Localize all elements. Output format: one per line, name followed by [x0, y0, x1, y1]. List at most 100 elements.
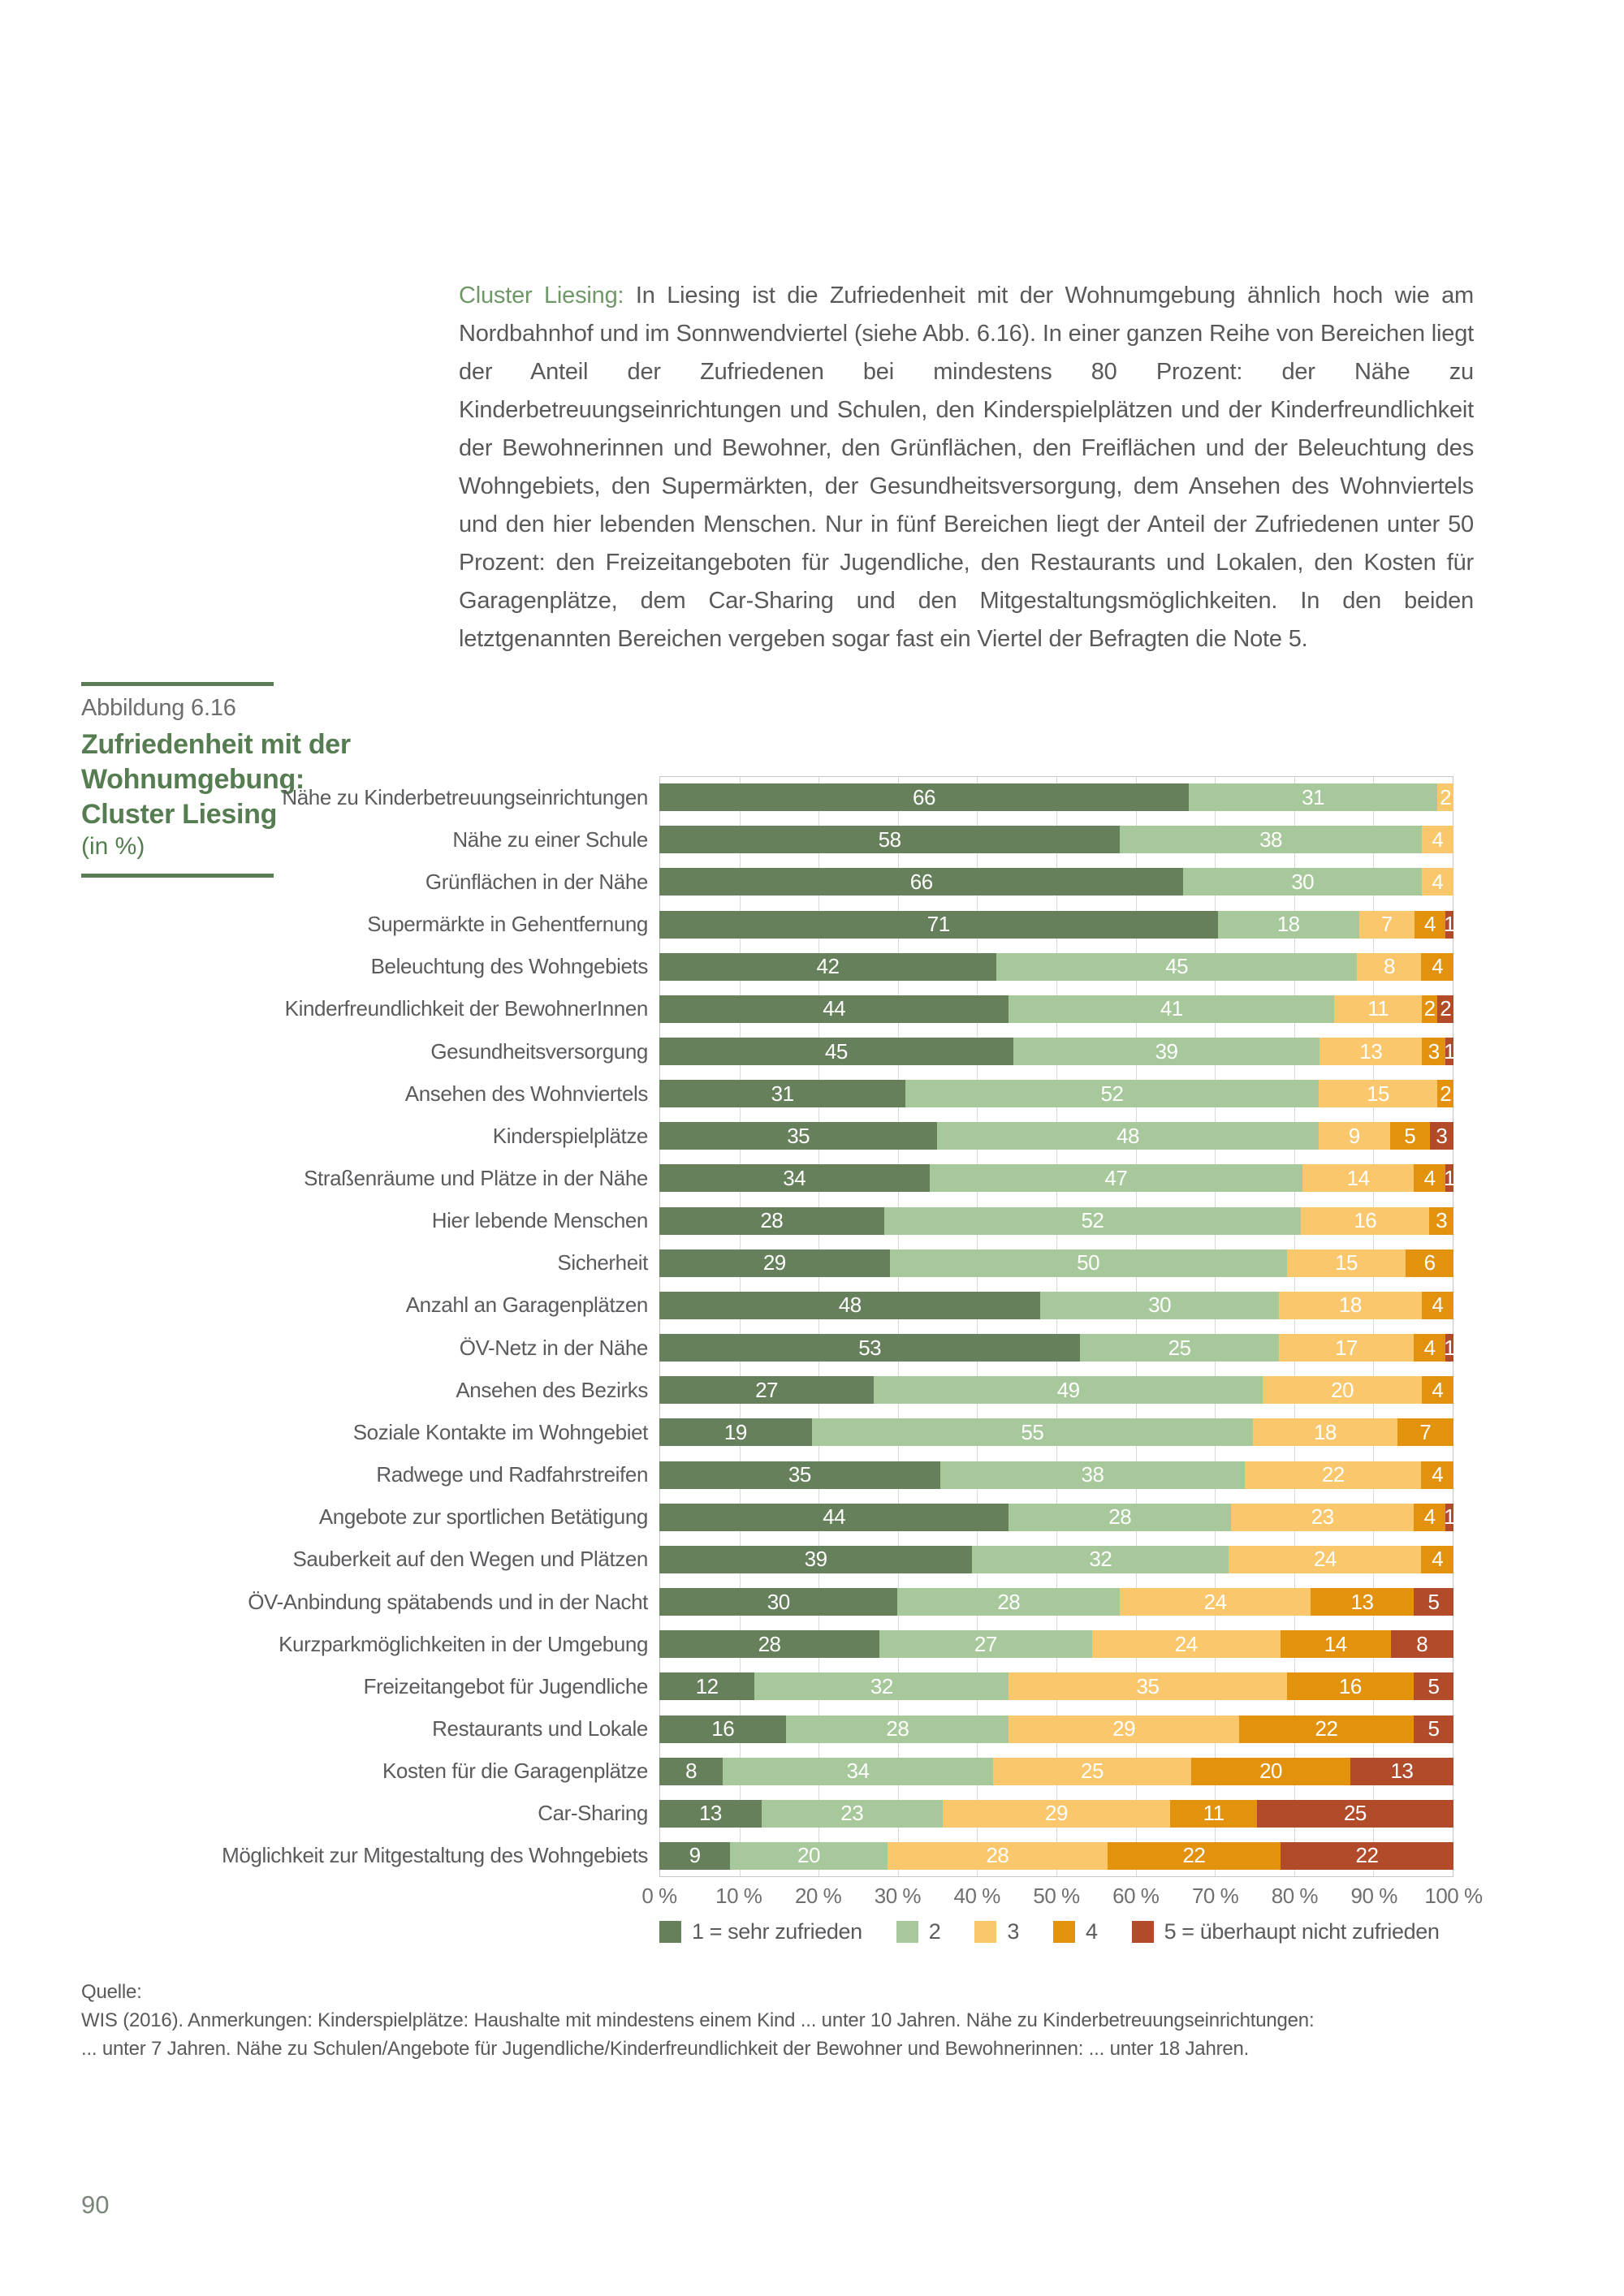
bar-value-label: 9: [1348, 1123, 1360, 1148]
bar-segment: 39: [1013, 1038, 1320, 1066]
bar-value-label: 29: [762, 1250, 786, 1275]
bar-value-label: 7: [1380, 912, 1393, 937]
bar-segment: 19: [659, 1418, 812, 1447]
bar-value-label: 8: [1383, 954, 1395, 979]
bar-value-label: 4: [1423, 912, 1436, 937]
bar-value-label: 28: [997, 1589, 1021, 1614]
bar-track: 9 20 28 22 22: [659, 1841, 1453, 1870]
bar-value-label: 3: [1427, 1038, 1440, 1064]
bar-value-label: 4: [1432, 1547, 1444, 1572]
chart-row: Sicherheit 29 50 15 6: [81, 1242, 1453, 1284]
bar-segment: 1: [1444, 1164, 1456, 1193]
bar-segment: 30: [659, 1588, 898, 1616]
bar-value-label: 22: [1315, 1716, 1338, 1741]
bar-value-label: 24: [1313, 1547, 1337, 1572]
category-label: Nähe zu Kinderbetreuungseinrichtungen: [282, 784, 648, 809]
legend-item: 2: [896, 1919, 941, 1944]
bar-value-label: 28: [758, 1631, 781, 1656]
bar-value-label: 18: [1313, 1419, 1337, 1444]
bar-segment: 58: [659, 826, 1121, 854]
bar-value-label: 41: [1160, 996, 1183, 1021]
bar-segment: 71: [659, 910, 1218, 939]
axis-tick: 0 %: [641, 1884, 677, 1908]
bar-value-label: 4: [1432, 869, 1444, 894]
bar-segment: 42: [659, 952, 996, 981]
bar-segment: 6: [1406, 1249, 1453, 1277]
bar-track: 13 23 29 11 25: [659, 1799, 1453, 1828]
bar-track: 71 18 7 4 1: [659, 910, 1456, 939]
category-label: ÖV-Anbindung spätabends und in der Nacht: [248, 1589, 648, 1614]
axis-tick: 100 %: [1424, 1884, 1483, 1908]
bar-value-label: 35: [787, 1123, 810, 1148]
bar-value-label: 52: [1100, 1081, 1124, 1106]
bar-value-label: 24: [1174, 1631, 1198, 1656]
axis-tick: 40 %: [953, 1884, 1001, 1908]
bar-track: 44 41 11 2 2: [659, 995, 1453, 1023]
legend-label: 2: [928, 1919, 941, 1944]
category-label: Gesundheitsversorgung: [430, 1038, 648, 1064]
category-label: Supermärkte in Gehentfernung: [367, 912, 648, 937]
bar-segment: 32: [754, 1672, 1009, 1701]
bar-segment: 28: [1009, 1503, 1232, 1531]
legend-swatch: [1052, 1921, 1075, 1943]
bar-segment: 28: [897, 1588, 1121, 1616]
category-label: Grünflächen in der Nähe: [425, 869, 648, 894]
bar-segment: 28: [659, 1630, 880, 1659]
bar-value-label: 1: [1444, 1504, 1456, 1530]
bar-segment: 13: [659, 1799, 762, 1828]
bar-value-label: 1: [1444, 1335, 1456, 1360]
bar-track: 53 25 17 4 1: [659, 1334, 1456, 1362]
bar-segment: 4: [1421, 1376, 1453, 1405]
bar-segment: 1: [1444, 1334, 1456, 1362]
gridline: [1215, 777, 1216, 1876]
bar-value-label: 66: [909, 869, 933, 894]
category-label: Sicherheit: [557, 1250, 648, 1275]
bar-segment: 16: [659, 1715, 787, 1743]
bar-segment: 44: [659, 995, 1009, 1023]
bar-segment: 35: [659, 1122, 938, 1150]
source-line-1: WIS (2016). Anmerkungen: Kinderspielplät…: [81, 2009, 1315, 2031]
bar-segment: 1: [1444, 1038, 1456, 1066]
source-block: Quelle: WIS (2016). Anmerkungen: Kinders…: [81, 1978, 1510, 2063]
bar-segment: 1: [1444, 1503, 1456, 1531]
legend-swatch: [1131, 1921, 1154, 1943]
chart-row: Kinderfreundlichkeit der BewohnerInnen 44…: [81, 988, 1453, 1030]
figure-rule-bottom: [81, 874, 274, 878]
category-label: Restaurants und Lokale: [432, 1716, 648, 1741]
source-line-2: ... unter 7 Jahren. Nähe zu Schulen/Ange…: [81, 2038, 1250, 2060]
bar-segment: 34: [723, 1757, 993, 1785]
bar-segment: 24: [1229, 1545, 1422, 1573]
bar-value-label: 58: [878, 826, 901, 852]
chart-row: Möglichkeit zur Mitgestaltung des Wohnge…: [81, 1835, 1453, 1877]
bar-value-label: 28: [886, 1716, 909, 1741]
bar-segment: 52: [905, 1080, 1319, 1108]
bar-segment: 49: [874, 1376, 1263, 1405]
category-label: Freizeitangebot für Jugendliche: [363, 1673, 649, 1698]
bar-segment: 2: [1437, 995, 1453, 1023]
bar-value-label: 13: [1350, 1589, 1374, 1614]
bar-track: 66 30 4: [659, 868, 1453, 896]
bar-segment: 2: [1437, 1080, 1453, 1108]
bar-segment: 5: [1414, 1588, 1453, 1616]
bar-value-label: 42: [816, 954, 840, 979]
bar-value-label: 11: [1367, 996, 1389, 1021]
figure-title: Zufriedenheit mit der Wohnumgebung: Clus…: [81, 729, 351, 830]
bar-value-label: 2: [1440, 1081, 1452, 1106]
bar-segment: 22: [1245, 1461, 1422, 1489]
bar-value-label: 2: [1440, 784, 1452, 809]
bar-segment: 11: [1170, 1799, 1257, 1828]
bar-segment: 30: [1183, 868, 1422, 896]
category-label: Angebote zur sportlichen Betätigung: [318, 1504, 649, 1530]
bar-segment: 17: [1278, 1334, 1415, 1362]
bar-value-label: 19: [723, 1419, 747, 1444]
bar-value-label: 25: [1168, 1335, 1191, 1360]
bar-segment: 28: [786, 1715, 1009, 1743]
bar-track: 12 32 35 16 5: [659, 1672, 1453, 1701]
bar-segment: 4: [1414, 1334, 1446, 1362]
bar-value-label: 1: [1444, 1038, 1456, 1064]
gridline: [1294, 777, 1295, 1876]
category-label: Ansehen des Bezirks: [456, 1377, 648, 1402]
bar-segment: 27: [659, 1376, 875, 1405]
bar-track: 39 32 24 4: [659, 1545, 1453, 1573]
bar-value-label: 13: [1390, 1759, 1414, 1784]
